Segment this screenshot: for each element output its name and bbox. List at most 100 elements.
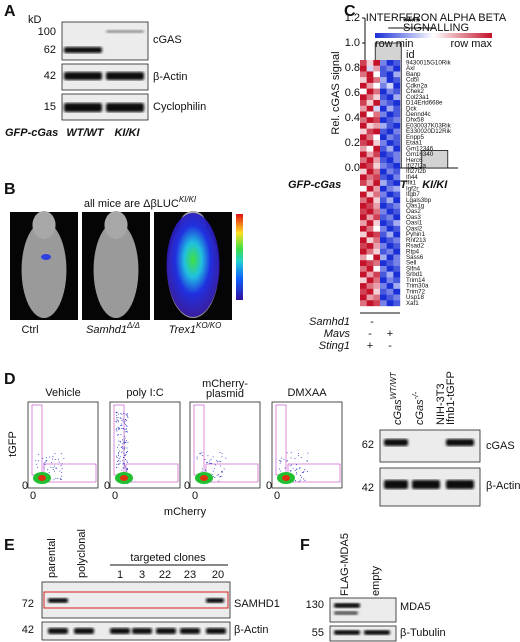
mouse	[93, 222, 139, 318]
event	[48, 472, 50, 474]
panel-label: B	[4, 181, 16, 198]
heatmap-cell	[386, 214, 394, 221]
heatmap-cell	[366, 271, 374, 278]
heatmap-cell	[360, 260, 367, 267]
band	[64, 72, 102, 80]
heatmap-cell	[373, 214, 381, 221]
event	[297, 452, 299, 454]
heatmap-cell	[373, 203, 381, 209]
heatmap-cell	[366, 134, 374, 141]
heatmap-cell	[386, 111, 394, 118]
event	[44, 464, 46, 466]
event	[116, 430, 118, 432]
heatmap-cell	[366, 225, 374, 232]
y-axis-label: Rel. cGAS signal	[330, 51, 342, 134]
heatmap-cell	[373, 100, 381, 106]
event	[201, 470, 203, 472]
event	[126, 468, 128, 470]
event	[219, 465, 221, 467]
gene-label: Axl	[406, 65, 415, 72]
event	[211, 463, 213, 465]
gene-label: Ifit1	[406, 180, 417, 187]
event	[124, 420, 126, 422]
lane-label: empty	[370, 566, 382, 596]
event	[116, 467, 118, 469]
gene-label: Chek2	[406, 88, 424, 95]
heatmap-cell	[393, 300, 401, 307]
event	[121, 427, 123, 429]
heatmap-cell	[393, 277, 401, 284]
gene-label: Sass6	[406, 254, 424, 261]
heatmap-cell	[386, 151, 394, 158]
heatmap-cell	[366, 254, 374, 261]
heatmap-cell	[393, 288, 401, 295]
event	[116, 446, 118, 448]
lane-label: parental	[46, 538, 58, 578]
event	[280, 470, 282, 472]
event	[280, 460, 282, 462]
heatmap-cell	[366, 140, 374, 147]
heatmap-cell	[386, 168, 394, 175]
heatmap-cell	[393, 134, 401, 141]
heatmap-cell	[386, 140, 394, 147]
heatmap-cell	[360, 122, 367, 129]
band	[334, 611, 358, 615]
event	[117, 417, 119, 419]
heatmap-cell	[380, 254, 387, 261]
condition-mark: -	[368, 328, 372, 340]
event	[127, 413, 129, 415]
heatmap-cell	[366, 237, 374, 244]
band	[64, 103, 102, 112]
event	[44, 461, 46, 463]
condition-name: Sting1	[319, 340, 350, 352]
event	[116, 419, 118, 421]
heatmap-cell	[373, 134, 381, 141]
heatmap-cell	[373, 174, 381, 181]
heatmap-cell	[380, 243, 387, 249]
heatmap-cell	[386, 277, 394, 284]
heatmap-cell	[360, 117, 367, 124]
condition-name: Samhd1	[309, 316, 350, 328]
mouse-label-main: Trex1	[169, 324, 196, 336]
heatmap-cell	[393, 82, 401, 89]
event	[218, 480, 220, 482]
event	[218, 474, 220, 476]
gene-label: Etaa1	[406, 140, 423, 147]
protein-label: cGAS	[153, 34, 182, 46]
heatmap-cell	[360, 151, 367, 158]
y-tick-label: 0.4	[345, 112, 360, 124]
event	[126, 450, 128, 452]
heatmap-cell	[380, 128, 387, 135]
event	[281, 457, 283, 459]
gene-label: Ifi44	[406, 174, 418, 181]
heatmap-cell	[386, 294, 394, 301]
heatmap-cell	[373, 157, 381, 164]
heatmap-cell	[360, 157, 367, 164]
mw-marker: 55	[312, 627, 324, 639]
event	[279, 462, 281, 464]
mw-marker: 42	[44, 70, 56, 82]
genotype: WT/WT	[66, 127, 105, 139]
event	[122, 460, 124, 462]
event	[221, 470, 223, 472]
lane-label: polyclonal	[76, 529, 88, 578]
blot-frame	[329, 597, 397, 623]
heatmap-cell	[380, 168, 387, 175]
event	[123, 452, 125, 454]
gene-label: Col23a1	[406, 94, 430, 101]
genotype: KI/KI	[114, 127, 140, 139]
mouse-label: Trex1KO/KO	[169, 321, 222, 336]
event	[299, 479, 301, 481]
heatmap-cell	[360, 237, 367, 244]
heatmap-cell	[360, 225, 367, 232]
event	[204, 469, 206, 471]
event	[54, 470, 56, 472]
event	[123, 440, 125, 442]
heatmap-cell	[380, 225, 387, 232]
event	[52, 455, 54, 457]
heatmap-cell	[380, 277, 387, 284]
heatmap-cell	[373, 191, 381, 198]
gene-label: Gm12346	[406, 145, 434, 152]
heatmap-cell	[373, 231, 381, 238]
lane-label-main: cGas	[414, 399, 426, 425]
